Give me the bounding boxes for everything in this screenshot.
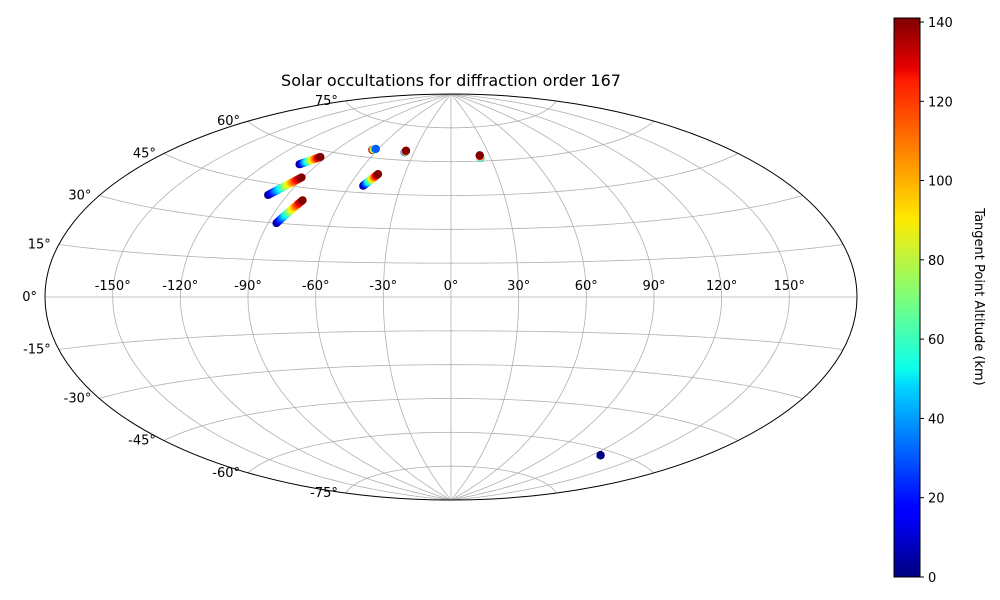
colorbar-tick-label: 60 bbox=[928, 333, 945, 348]
graticule bbox=[45, 94, 857, 500]
colorbar-tick-label: 20 bbox=[928, 492, 945, 507]
longitude-tick-label: -60° bbox=[302, 279, 330, 294]
parallel-line bbox=[345, 100, 557, 129]
latitude-tick-label: -15° bbox=[23, 343, 51, 358]
colorbar-ticks: 0 20 40 60 80 100 120 140 bbox=[920, 16, 953, 586]
colorbar-tick-label: 100 bbox=[928, 175, 953, 190]
map-border bbox=[44, 93, 858, 501]
longitude-tick-label: -150° bbox=[95, 279, 131, 294]
occultation-point bbox=[374, 170, 383, 179]
longitude-tick-label: -30° bbox=[369, 279, 397, 294]
parallel-line bbox=[99, 364, 803, 399]
occultation-point bbox=[297, 173, 306, 182]
occultation-point bbox=[316, 152, 325, 161]
colorbar-tick-label: 140 bbox=[928, 16, 953, 31]
colorbar-tick-label: 0 bbox=[928, 571, 936, 586]
occultation-points bbox=[264, 144, 605, 460]
parallel-line bbox=[58, 330, 844, 350]
latitude-tick-label: 0° bbox=[22, 290, 37, 305]
latitude-tick-label: 30° bbox=[68, 189, 91, 204]
longitude-tick-label: 60° bbox=[575, 279, 598, 294]
colorbar-gradient bbox=[893, 17, 921, 578]
colorbar-tick-label: 120 bbox=[928, 95, 953, 110]
latitude-tick-label: -60° bbox=[212, 466, 240, 481]
colorbar-tick-label: 80 bbox=[928, 254, 945, 269]
latitude-tick-label: 45° bbox=[133, 147, 156, 162]
occultation-point bbox=[475, 151, 484, 160]
latitude-tick-label: 60° bbox=[217, 114, 240, 129]
parallel-line bbox=[247, 431, 655, 474]
plot-area bbox=[44, 93, 858, 501]
parallel-line bbox=[99, 195, 803, 230]
chart-title: Solar occultations for diffraction order… bbox=[281, 71, 621, 90]
longitude-tick-label: 150° bbox=[774, 279, 805, 294]
latitude-tick-label: -30° bbox=[64, 392, 92, 407]
occultation-point bbox=[596, 451, 605, 460]
latitude-tick-labels: -75° -60° -45° -30° -15° 0° 15° 30° 45° 60° 75° bbox=[22, 94, 338, 501]
longitude-tick-label: -90° bbox=[234, 279, 262, 294]
longitude-tick-labels: -150° -120° -90° -60° -30° 0° 30° 60° 90° 120° 150… bbox=[95, 279, 805, 294]
colorbar-label: Tangent Point Altitude (km) bbox=[971, 207, 986, 385]
parallel-line bbox=[247, 120, 655, 163]
longitude-tick-label: 0° bbox=[444, 279, 459, 294]
longitude-tick-label: -120° bbox=[162, 279, 198, 294]
longitude-tick-label: 90° bbox=[642, 279, 665, 294]
longitude-tick-label: 120° bbox=[706, 279, 737, 294]
occultation-point bbox=[371, 144, 380, 153]
occultation-point bbox=[402, 146, 411, 155]
latitude-tick-label: 15° bbox=[28, 238, 51, 253]
latitude-tick-label: -45° bbox=[128, 434, 156, 449]
colorbar: 0 20 40 60 80 100 120 140 Tangent Point Altitud… bbox=[893, 16, 986, 586]
colorbar-tick-label: 40 bbox=[928, 412, 945, 427]
occultation-point bbox=[298, 196, 307, 205]
latitude-tick-label: 75° bbox=[315, 94, 338, 109]
latitude-tick-label: -75° bbox=[310, 486, 338, 501]
parallel-line bbox=[58, 244, 844, 264]
parallel-line bbox=[345, 465, 557, 494]
parallel-line bbox=[163, 153, 739, 196]
parallel-line bbox=[163, 398, 739, 441]
longitude-tick-label: 30° bbox=[507, 279, 530, 294]
